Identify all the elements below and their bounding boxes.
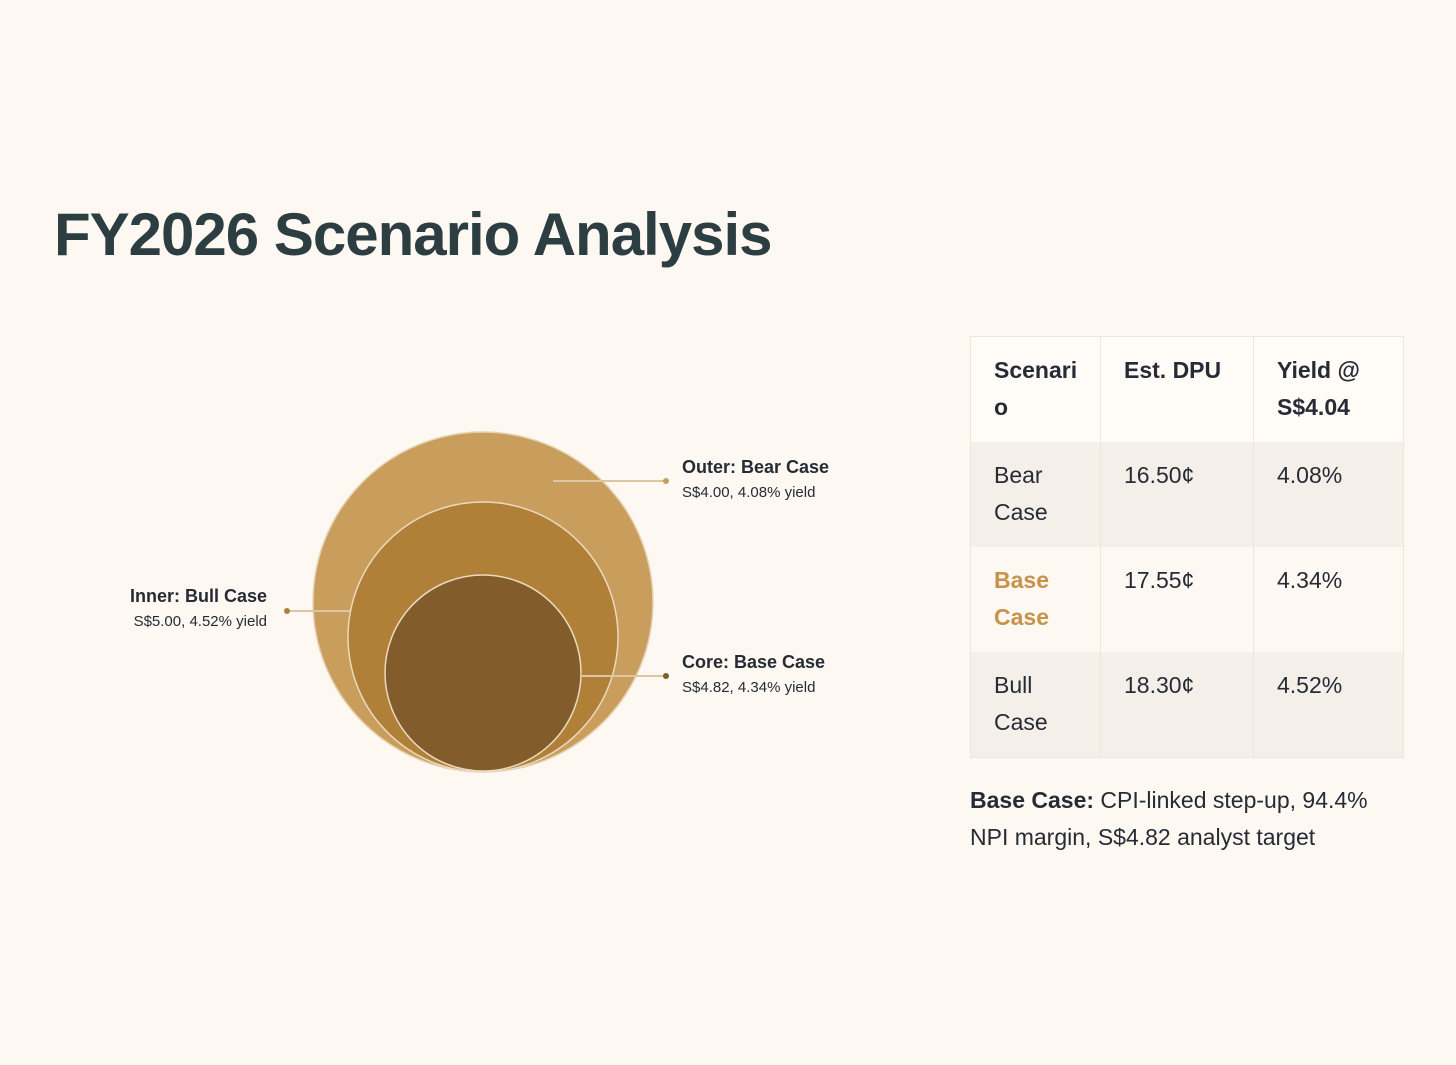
title: FY2026 Scenario Analysis [54,201,773,268]
leader-dot [663,673,669,679]
cell: 4.52% [1253,652,1404,758]
row: Bear Case 16.50¢ 4.08% [970,442,1404,547]
table: Scenario Est. DPU Yield @ S$4.04 Bear Ca… [970,336,1404,758]
label-detail: S$4.00, 4.08% yield [682,484,816,501]
row: Base Case 17.55¢ 4.34% [970,547,1404,652]
leader-dot [284,608,290,614]
cell: Bull Case [970,652,1101,758]
label-detail: S$4.82, 4.34% yield [682,679,816,696]
cell: 17.55¢ [1100,547,1254,652]
leader-dot [663,478,669,484]
note-text: CPI-linked step-up, 94.4% NPI margin, S$… [970,787,1368,850]
row: Bull Case 18.30¢ 4.52% [970,652,1404,758]
cell: Bear Case [970,442,1101,547]
cell: 4.08% [1253,442,1404,547]
cell: 4.34% [1253,547,1404,652]
label-title: Outer: Bear Case [682,457,830,477]
label: Inner: Bull Case S$5.00, 4.52% yield [130,586,267,630]
label: Core: Base Case S$4.82, 4.34% yield [682,652,825,696]
header-cell: Est. DPU [1100,336,1254,442]
header-cell: Yield @ S$4.04 [1253,336,1404,442]
cell: 16.50¢ [1100,442,1254,547]
label-title: Inner: Bull Case [129,586,267,606]
cell: Base Case [970,547,1101,652]
header-row: Scenario Est. DPU Yield @ S$4.04 [970,336,1404,442]
note: Base Case: CPI-linked step-up, 94.4% NPI… [970,782,1410,856]
label-detail: S$5.00, 4.52% yield [133,613,267,630]
label-title: Core: Base Case [682,652,826,672]
label: Outer: Bear Case S$4.00, 4.08% yield [682,457,829,501]
cell: 18.30¢ [1100,652,1254,758]
note-label: Base Case: [970,787,1095,813]
header-cell: Scenario [970,336,1101,442]
core-circle [384,574,582,772]
